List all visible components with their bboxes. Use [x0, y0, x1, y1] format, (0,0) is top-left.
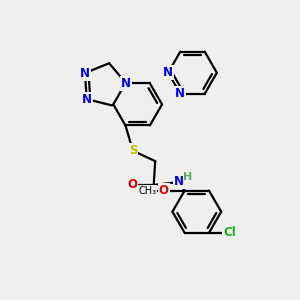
Text: N: N: [163, 66, 173, 79]
Text: O: O: [159, 184, 169, 197]
Text: CH₃: CH₃: [138, 186, 157, 196]
Text: S: S: [129, 144, 137, 157]
Text: O: O: [127, 178, 137, 191]
Text: N: N: [82, 93, 92, 106]
Text: N: N: [121, 77, 131, 90]
Text: Cl: Cl: [224, 226, 236, 239]
Text: H: H: [183, 172, 192, 182]
Text: N: N: [175, 87, 185, 100]
Text: N: N: [80, 67, 90, 80]
Text: N: N: [174, 176, 184, 188]
